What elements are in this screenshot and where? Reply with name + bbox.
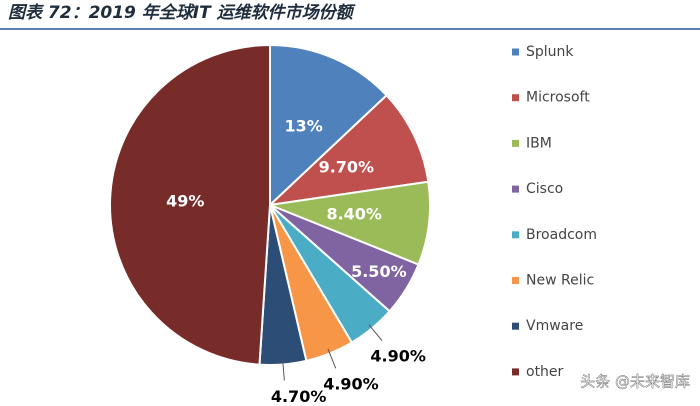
legend-label: Splunk bbox=[526, 44, 574, 60]
data-label: 8.40% bbox=[326, 204, 382, 223]
data-label: 4.90% bbox=[370, 347, 426, 366]
legend-label: other bbox=[526, 364, 564, 380]
legend-swatch bbox=[512, 48, 519, 56]
legend-swatch bbox=[512, 277, 519, 284]
legend-label: Vmware bbox=[526, 318, 583, 334]
legend-label: Cisco bbox=[526, 181, 563, 197]
legend-label: Broadcom bbox=[526, 227, 597, 243]
pie-slice bbox=[108, 43, 271, 366]
leader-line bbox=[282, 359, 285, 381]
pie-slice bbox=[266, 93, 430, 207]
pie-slice bbox=[266, 180, 431, 266]
legend-swatch bbox=[512, 368, 519, 376]
legend-swatch bbox=[512, 322, 519, 330]
legend-swatch bbox=[512, 185, 519, 193]
legend-label: IBM bbox=[526, 135, 552, 151]
legend-label: New Relic bbox=[526, 273, 594, 289]
leader-line bbox=[327, 348, 337, 369]
data-label: 9.70% bbox=[319, 158, 375, 177]
data-label: 4.90% bbox=[323, 375, 379, 394]
data-label: 5.50% bbox=[351, 262, 407, 281]
legend-label: Microsoft bbox=[526, 90, 590, 106]
pie-slice bbox=[269, 43, 388, 208]
legend-swatch bbox=[512, 94, 519, 102]
data-label: 13% bbox=[284, 117, 322, 136]
legend-swatch bbox=[512, 231, 519, 239]
legend-swatch bbox=[512, 139, 519, 147]
chart-title: 图表 72：2019 年全球IT 运维软件市场份额 bbox=[8, 3, 356, 23]
data-label: 49% bbox=[166, 192, 204, 211]
leader-line bbox=[368, 324, 383, 342]
data-label: 4.70% bbox=[271, 387, 327, 402]
watermark: 头条 @未来智库 bbox=[580, 373, 690, 391]
